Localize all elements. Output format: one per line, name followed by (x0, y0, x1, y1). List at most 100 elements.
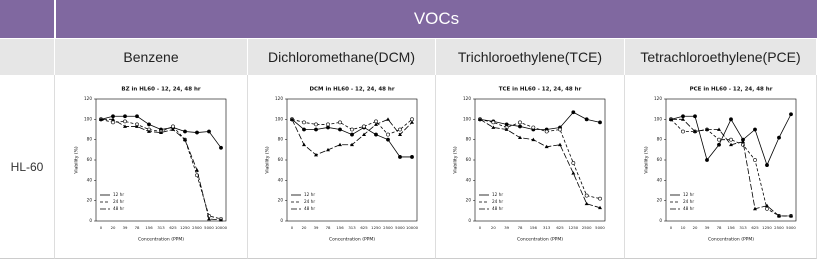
chart-title: BZ in HL60 - 12, 24, 48 hr (121, 86, 200, 92)
data-point (764, 203, 769, 207)
data-point (147, 129, 151, 133)
chart-title: PCE in HL60 - 12, 24, 48 hr (689, 86, 772, 92)
data-point (716, 127, 721, 131)
y-tick-label: 20 (277, 197, 283, 202)
x-tick-label: 313 (543, 225, 551, 230)
x-tick-label: 20 (301, 225, 306, 230)
corner (0, 0, 55, 38)
data-point (385, 116, 390, 121)
data-point (219, 145, 223, 150)
y-tick-label: 20 (87, 197, 93, 202)
data-point (207, 216, 211, 220)
data-point (491, 124, 496, 129)
x-tick-label: 156 (145, 225, 153, 230)
data-point (159, 130, 163, 134)
data-point (313, 127, 318, 131)
data-point (385, 137, 390, 142)
x-tick-label: 78 (716, 225, 721, 230)
data-point (668, 116, 673, 121)
y-tick-label: 60 (466, 157, 472, 162)
legend-label: 24 hr (683, 199, 694, 204)
y-tick-label: 100 (654, 116, 662, 121)
data-point (135, 113, 139, 118)
data-point (518, 124, 522, 128)
data-point (373, 132, 378, 136)
column-header: Tetrachloroethylene(PCE) (625, 39, 817, 75)
data-point (518, 135, 522, 139)
chart-title: TCE in HL60 - 12, 24, 48 hr (499, 86, 582, 92)
data-point (598, 196, 602, 201)
y-tick-label: 120 (654, 96, 662, 101)
data-point (491, 119, 496, 124)
x-tick-label: 156 (336, 225, 344, 230)
x-tick-label: 156 (727, 225, 735, 230)
y-tick-label: 120 (275, 96, 283, 101)
x-tick-label: 1250 (568, 225, 578, 230)
data-point (728, 137, 733, 142)
chart: PCE in HL60 - 12, 24, 48 hr Viability (%)… (643, 86, 796, 242)
x-tick-label: 1250 (762, 225, 772, 230)
x-axis-label: Concentration (PPM) (138, 236, 184, 242)
y-tick-label: 40 (466, 177, 472, 182)
data-point (764, 162, 769, 167)
x-tick-label: 625 (751, 225, 759, 230)
data-point (337, 119, 342, 124)
y-tick-label: 60 (656, 157, 662, 162)
data-point (337, 142, 342, 146)
legend-label: 48 hr (683, 206, 694, 211)
y-tick-label: 80 (87, 136, 93, 141)
data-point (171, 127, 175, 131)
x-tick-label: 2500 (192, 225, 202, 230)
data-point (373, 121, 378, 126)
data-point (584, 116, 589, 121)
corner-sub (0, 39, 55, 75)
data-point (325, 122, 330, 126)
data-point (752, 157, 757, 162)
data-point (680, 116, 685, 121)
data-point (504, 127, 509, 131)
x-tick-label: 0 (479, 225, 482, 230)
x-tick-label: 78 (518, 225, 523, 230)
data-point (313, 122, 318, 126)
legend-label: 12 hr (304, 192, 315, 197)
x-tick-label: 39 (313, 225, 318, 230)
x-tick-label: 39 (504, 225, 509, 230)
data-point (385, 132, 390, 136)
data-point (740, 139, 745, 143)
y-tick-label: 80 (656, 136, 662, 141)
chart-cell: TCE in HL60 - 12, 24, 48 hr Viability (%)… (436, 75, 625, 259)
data-point (584, 193, 589, 197)
series-line (479, 118, 601, 199)
data-point (397, 127, 402, 131)
y-axis-label: Viability (%) (264, 146, 270, 173)
x-tick-label: 20 (491, 225, 496, 230)
data-point (571, 170, 576, 175)
data-point (147, 122, 151, 126)
data-point (598, 205, 602, 209)
x-tick-label: 2500 (582, 225, 592, 230)
data-point (692, 129, 697, 133)
x-axis-label: Concentration (PPM) (517, 236, 563, 242)
y-tick-label: 60 (87, 157, 93, 162)
y-tick-label: 100 (463, 116, 471, 121)
series-line (479, 118, 601, 208)
column-header: Benzene (55, 39, 248, 75)
legend-label: 12 hr (492, 192, 503, 197)
y-tick-label: 0 (280, 218, 283, 223)
x-tick-label: 78 (135, 225, 140, 230)
data-point (752, 206, 757, 210)
data-point (558, 142, 562, 146)
data-point (123, 123, 127, 128)
series-line (100, 118, 222, 219)
series-line (670, 118, 791, 216)
column-header: Dichloromethane(DCM) (248, 39, 436, 75)
series-line (291, 118, 412, 157)
data-point (123, 113, 127, 118)
data-point (788, 213, 793, 217)
data-point (558, 127, 562, 131)
y-tick-label: 40 (277, 177, 283, 182)
chart: TCE in HL60 - 12, 24, 48 hr Viability (%)… (453, 86, 606, 242)
chart: BZ in HL60 - 12, 24, 48 hr Viability (%) C… (74, 86, 228, 242)
y-tick-label: 60 (277, 157, 283, 162)
